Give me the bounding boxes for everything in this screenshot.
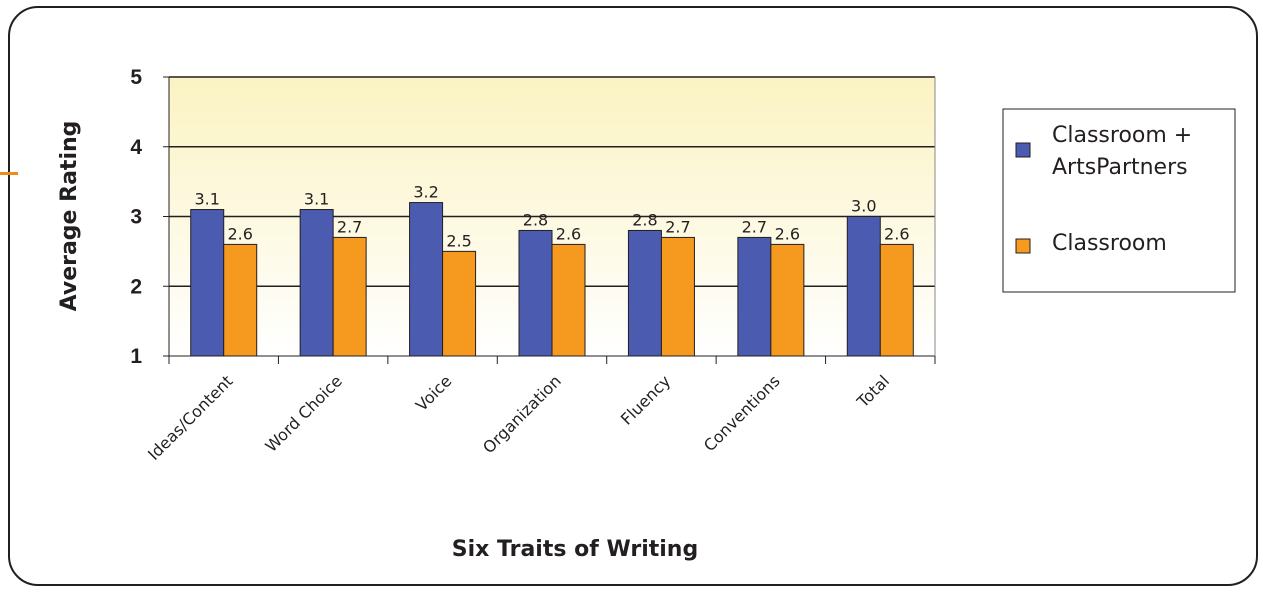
data-label: 3.1 xyxy=(194,190,219,209)
chart-frame xyxy=(8,6,1258,586)
data-label: 3.2 xyxy=(413,183,438,202)
bar xyxy=(627,229,662,357)
bar xyxy=(409,202,444,357)
axes xyxy=(163,76,936,364)
legend-label: Classroom xyxy=(1052,231,1167,256)
legend-label: ArtsPartners xyxy=(1052,155,1188,180)
data-label: 2.7 xyxy=(337,217,362,236)
bar xyxy=(299,209,334,357)
y-tick-label: 5 xyxy=(130,66,142,89)
bar xyxy=(846,216,881,357)
data-label: 2.7 xyxy=(665,217,690,236)
bar xyxy=(737,236,772,357)
y-tick-label: 2 xyxy=(130,275,142,298)
bar xyxy=(518,229,553,357)
x-tick-label: Ideas/Content xyxy=(144,371,237,464)
legend-swatch xyxy=(1015,142,1031,158)
x-tick-label: Word Choice xyxy=(262,371,346,455)
data-label: 2.6 xyxy=(227,224,252,243)
bar xyxy=(879,243,914,357)
bar xyxy=(660,236,695,357)
accent-rule xyxy=(0,172,18,175)
bars xyxy=(190,202,914,357)
x-tick-label: Total xyxy=(853,371,894,412)
legend-box xyxy=(1002,108,1236,293)
legend: Classroom + ArtsPartners Classroom xyxy=(1002,108,1236,293)
data-label: 3.0 xyxy=(851,197,876,216)
data-label: 2.7 xyxy=(742,217,767,236)
bar xyxy=(551,243,586,357)
legend-label: Classroom + xyxy=(1052,123,1192,148)
bar xyxy=(332,236,367,357)
data-label: 3.1 xyxy=(304,190,329,209)
x-tick-label: Voice xyxy=(412,371,456,415)
data-label: 2.6 xyxy=(775,224,800,243)
data-label: 2.8 xyxy=(523,210,548,229)
x-axis-title: Six Traits of Writing xyxy=(452,537,698,562)
bar xyxy=(770,243,805,357)
bar xyxy=(190,209,225,357)
legend-swatch xyxy=(1015,238,1031,254)
y-tick-label: 4 xyxy=(130,136,142,159)
bar xyxy=(223,243,258,357)
data-label: 2.6 xyxy=(556,224,581,243)
x-tick-label: Organization xyxy=(479,371,565,457)
y-tick-label: 3 xyxy=(130,206,142,229)
y-axis-title: Average Rating xyxy=(57,121,82,312)
bar xyxy=(442,250,477,357)
data-label: 2.6 xyxy=(884,224,909,243)
y-tick-label: 1 xyxy=(130,345,142,368)
data-label: 2.5 xyxy=(446,231,471,250)
x-tick-label: Fluency xyxy=(617,371,674,428)
data-label: 2.8 xyxy=(632,210,657,229)
x-tick-label: Conventions xyxy=(700,371,784,455)
